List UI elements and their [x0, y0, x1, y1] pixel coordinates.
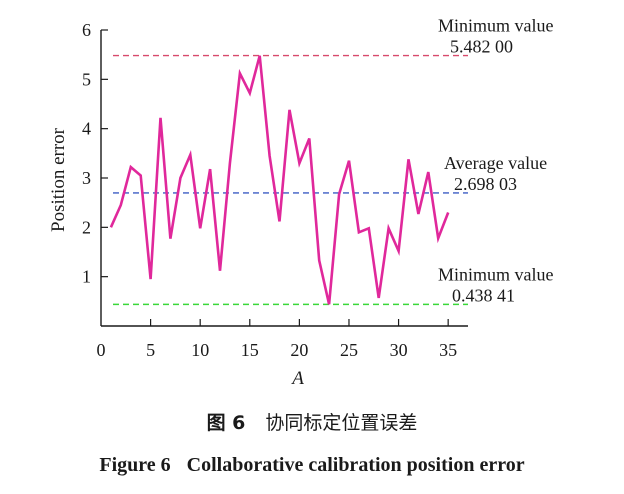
y-tick-label: 1	[82, 267, 91, 287]
x-tick-label: 5	[146, 340, 155, 360]
figure-number-cn: 图 6	[206, 412, 246, 434]
x-tick-label: 15	[241, 340, 259, 360]
x-tick-label: 0	[97, 340, 106, 360]
reference-value: 2.698 03	[454, 174, 517, 194]
reference-value: 5.482 00	[450, 37, 513, 57]
x-tick-label: 20	[290, 340, 308, 360]
x-tick-label: 30	[390, 340, 408, 360]
reference-lines	[113, 54, 468, 306]
y-tick-label: 6	[82, 20, 91, 40]
reference-value: 0.438 41	[452, 285, 515, 305]
reference-label: Average value	[444, 153, 547, 173]
y-tick-label: 3	[82, 168, 91, 188]
x-tick-label: 35	[439, 340, 457, 360]
series-group	[109, 55, 450, 305]
figure-title-cn: 协同标定位置误差	[265, 412, 418, 434]
figure-title-en: Collaborative calibration position error	[186, 454, 525, 476]
series-line	[109, 55, 450, 305]
y-tick-label: 2	[82, 217, 91, 237]
x-tick-label: 10	[191, 340, 209, 360]
figure-caption-en: Figure 6 Collaborative calibration positi…	[0, 454, 624, 477]
y-axis-label: Position error	[48, 127, 69, 232]
y-tick-label: 4	[82, 119, 91, 139]
x-axis-label: A	[290, 368, 304, 389]
reference-label: Minimum value	[438, 264, 554, 284]
x-tick-label: 25	[340, 340, 358, 360]
y-tick-label: 5	[82, 69, 91, 89]
figure-number-en: Figure 6	[99, 454, 171, 476]
y-ticks: 1 2 3 4 5 6	[82, 20, 108, 287]
x-ticks: 0 5 10 15 20 25 30 35	[97, 319, 457, 360]
figure-caption-cn: 图 6 协同标定位置误差	[0, 408, 624, 435]
reference-label: Minimum value	[438, 16, 554, 36]
